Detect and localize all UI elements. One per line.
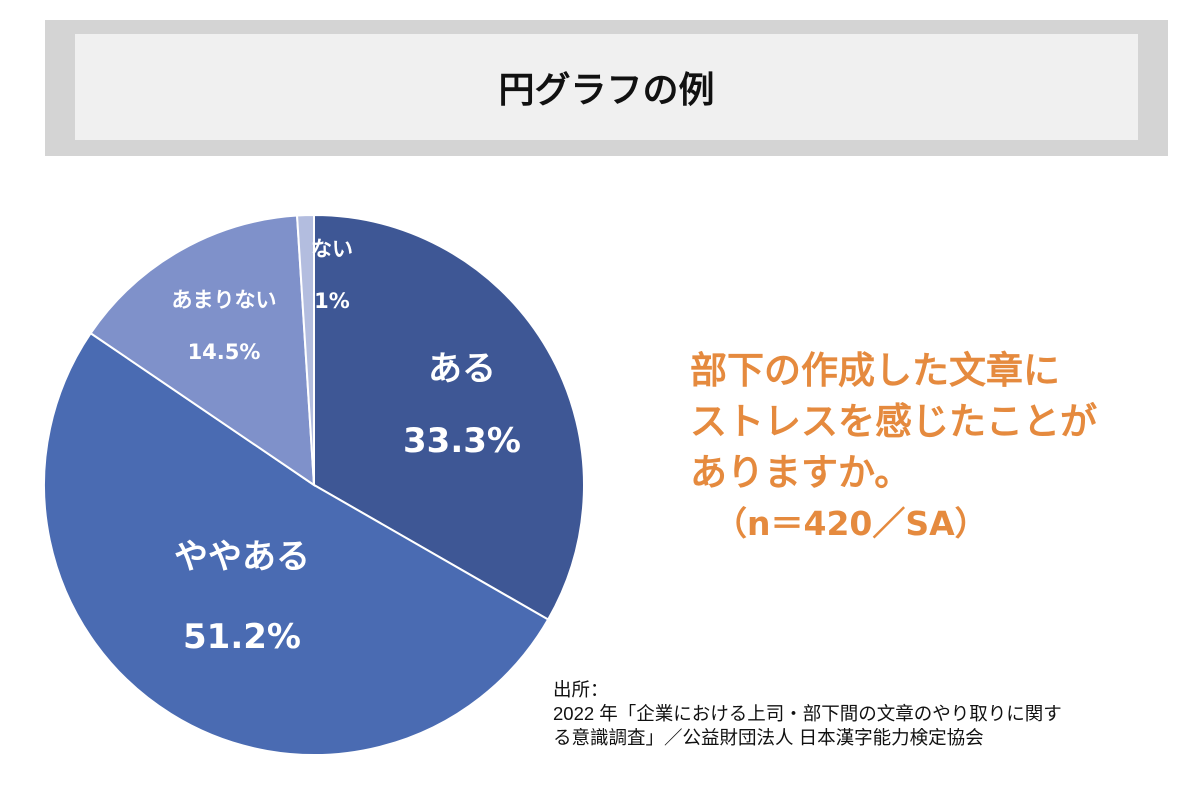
pie-slice-0 [313,213,585,621]
slice-label-amarinai: あまりない 14.5% [172,274,277,378]
source-line: る意識調査」／公益財団法人 日本漢字能力検定協会 [553,727,984,748]
chart-title: 円グラフの例 [75,34,1138,140]
slice-value: 51.2% [183,617,301,657]
slice-name: あまりない [171,288,277,312]
pie-slice-2 [89,214,316,487]
source-line: 2022 年「企業における上司・部下間の文章のやり取りに関す [553,703,1062,724]
slice-name: ない [311,237,353,261]
question-line: ありますか。 [690,451,912,494]
sample-size: （n＝420／SA） [714,504,988,543]
slice-name: ある [428,349,496,389]
slice-value: 1% [314,289,350,313]
question-line: 部下の作成した文章に [690,349,1060,392]
slice-label-nai: ない 1% [311,223,353,327]
survey-question: 部下の作成した文章に ストレスを感じたことが ありますか。 （n＝420／SA） [690,345,1097,549]
slice-label-aru: ある 33.3% [403,333,521,477]
slice-name: ややある [174,537,310,577]
pie-slice-3 [295,213,315,486]
slice-value: 14.5% [187,340,261,364]
title-banner: 円グラフの例 [45,20,1168,156]
source-line: 出所： [553,679,609,700]
slice-label-yayaaru: ややある 51.2% [174,517,310,677]
slice-value: 33.3% [403,421,521,461]
source-note: 出所： 2022 年「企業における上司・部下間の文章のやり取りに関す る意識調査… [553,678,1062,750]
pie-slice-1 [43,331,550,756]
question-line: ストレスを感じたことが [690,400,1097,443]
